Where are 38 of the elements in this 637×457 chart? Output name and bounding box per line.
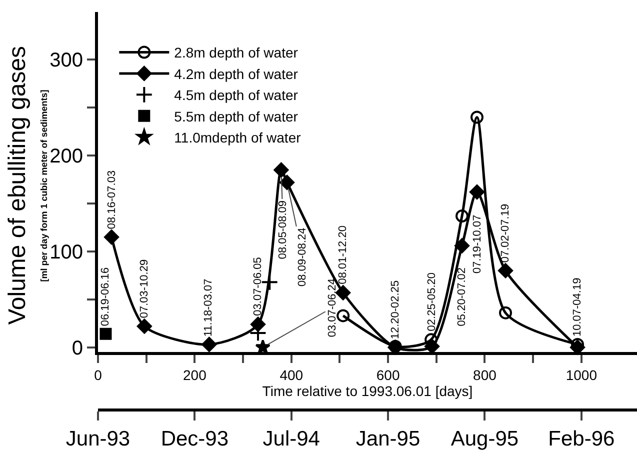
annotation: 07.02-07.19 (499, 204, 512, 263)
x-tick-label: 600 (376, 366, 400, 383)
annotation: 11.18-03.07 (202, 278, 215, 337)
x-tick-label: 1000 (566, 366, 598, 383)
annotation: 08.09-08.24 (296, 228, 309, 286)
legend-label: 4.2m depth of water (174, 66, 298, 82)
x-axis-title: Time relative to 1993.06.01 [days] (262, 382, 473, 399)
annotation: 03.07-06.24 (326, 278, 338, 338)
y-tick-label: 100 (50, 241, 83, 264)
x-tick-label: 0 (94, 366, 102, 383)
legend-label: 11.0mdepth of water (174, 130, 302, 146)
annotation: 08.16-07.03 (106, 170, 118, 230)
annotation: 03.07-06.05 (252, 257, 264, 316)
x2-tick-label: Dec-93 (160, 428, 229, 451)
annotation: 08.05-08.09 (277, 200, 290, 260)
x-tick-label: 200 (183, 366, 207, 383)
annotation: 07.19-10.07 (471, 214, 484, 274)
legend-label: 2.8m depth of water (174, 44, 298, 61)
x-tick-label: 800 (473, 366, 497, 383)
annotation: 02.25-05.20 (426, 272, 438, 332)
annotation: 10.07-04.19 (572, 278, 584, 337)
x2-tick-label: Feb-96 (548, 428, 615, 451)
legend-label: 5.5m depth of water (174, 108, 298, 124)
annotation: 05.20-07.02 (456, 268, 468, 326)
x2-tick-label: Jul-94 (262, 428, 320, 451)
y-tick-label: 0 (72, 337, 83, 360)
x2-tick-label: Jan-95 (356, 428, 420, 451)
annotation: 06.19-06.16 (99, 267, 112, 326)
x2-tick-label: Aug-95 (450, 428, 519, 451)
annotation: 12.20-02.25 (389, 280, 402, 340)
y-tick-label: 200 (50, 146, 83, 168)
y-axis-title: Volume of ebulliting gases [ml per day form 1 cubic meter of sediments] (4, 46, 50, 325)
x2-tick-label: Jun-93 (66, 428, 130, 451)
annotation: 08.01-12.20 (336, 226, 349, 284)
x-tick-label: 400 (280, 366, 304, 383)
legend-label: 4.5m depth of water (174, 87, 298, 104)
y-tick-label: 300 (50, 50, 83, 72)
annotation: 07.03-10.29 (138, 259, 151, 318)
